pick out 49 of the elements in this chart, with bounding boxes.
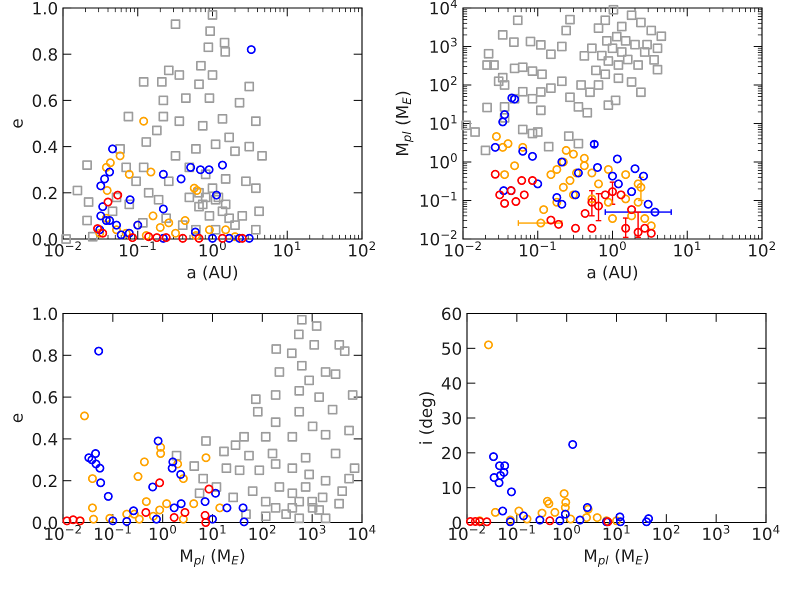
y-tick-label: 10 bbox=[442, 482, 462, 494]
y-tick-label: 10$^{3}$ bbox=[430, 38, 457, 53]
y-tick-label: 0.2 bbox=[32, 186, 56, 200]
x-tick-label: 10$^{2}$ bbox=[249, 524, 276, 540]
y-tick-label: 50 bbox=[442, 342, 462, 355]
x-tick-label: 10$^{−1}$ bbox=[499, 525, 535, 540]
x-tick-label: 10$^{3}$ bbox=[299, 524, 326, 540]
y-tick-label: 1.0 bbox=[33, 307, 58, 320]
x-tick-label: 10$^{2}$ bbox=[749, 241, 775, 257]
x-tick-label: 10$^{−1}$ bbox=[520, 242, 556, 257]
y-tick-label: 30 bbox=[442, 412, 462, 425]
x-tick-label: 10$^{0}$ bbox=[150, 524, 176, 540]
y-tick-label: 10$^{2}$ bbox=[430, 76, 456, 92]
y-tick-label: 1.0 bbox=[33, 2, 58, 15]
x-tick-label: 10$^{1}$ bbox=[674, 242, 700, 257]
x-tick-label: 10$^{2}$ bbox=[349, 241, 375, 257]
y-tick-label: 0.6 bbox=[32, 94, 58, 107]
x-tick-label: 10$^{2}$ bbox=[653, 524, 680, 540]
x-axis-title: M$_{pl}$ (M$_{E}$) bbox=[180, 549, 244, 567]
y-tick-label: 0.2 bbox=[32, 474, 56, 488]
x-tick-label: 10$^{1}$ bbox=[604, 525, 630, 540]
y-tick-label: 60 bbox=[442, 307, 462, 320]
y-tick-label: 20 bbox=[442, 446, 462, 460]
y-axis-title: i (deg) bbox=[419, 392, 436, 444]
y-tick-label: 10$^{−1}$ bbox=[420, 192, 456, 207]
y-tick-label: 0.4 bbox=[32, 432, 58, 446]
x-tick-label: 10$^{4}$ bbox=[349, 525, 376, 540]
x-tick-label: 10$^{1}$ bbox=[274, 242, 300, 257]
y-tick-label: 10$^{0}$ bbox=[430, 153, 457, 168]
x-tick-label: 10$^{−1}$ bbox=[120, 242, 156, 257]
x-tick-label: 10$^{4}$ bbox=[753, 525, 780, 540]
y-tick-label: 0.4 bbox=[32, 140, 58, 154]
x-tick-label: 10$^{0}$ bbox=[554, 524, 580, 540]
x-tick-label: 10$^{1}$ bbox=[200, 525, 226, 540]
y-axis-title: e bbox=[13, 414, 23, 422]
y-axis-title: e bbox=[13, 119, 23, 128]
y-tick-label: 40 bbox=[442, 377, 462, 390]
y-tick-label: 0.6 bbox=[32, 391, 58, 404]
x-tick-label: 10$^{0}$ bbox=[600, 241, 626, 257]
x-tick-label: 10$^{−1}$ bbox=[95, 525, 131, 540]
x-axis-title: a (AU) bbox=[187, 266, 238, 280]
x-axis-title: M$_{pl}$ (M$_{E}$) bbox=[584, 549, 648, 567]
y-tick-label: 0.8 bbox=[32, 349, 57, 362]
y-tick-label: 0.8 bbox=[32, 48, 57, 61]
y-tick-label: 10$^{−2}$ bbox=[420, 230, 456, 246]
y-tick-label: 10$^{1}$ bbox=[430, 114, 457, 130]
x-tick-label: 10$^{3}$ bbox=[703, 524, 730, 540]
y-axis-title: M$_{pl}$ (M$_{E}$) bbox=[396, 92, 414, 156]
x-axis-title: a (AU) bbox=[587, 266, 638, 280]
